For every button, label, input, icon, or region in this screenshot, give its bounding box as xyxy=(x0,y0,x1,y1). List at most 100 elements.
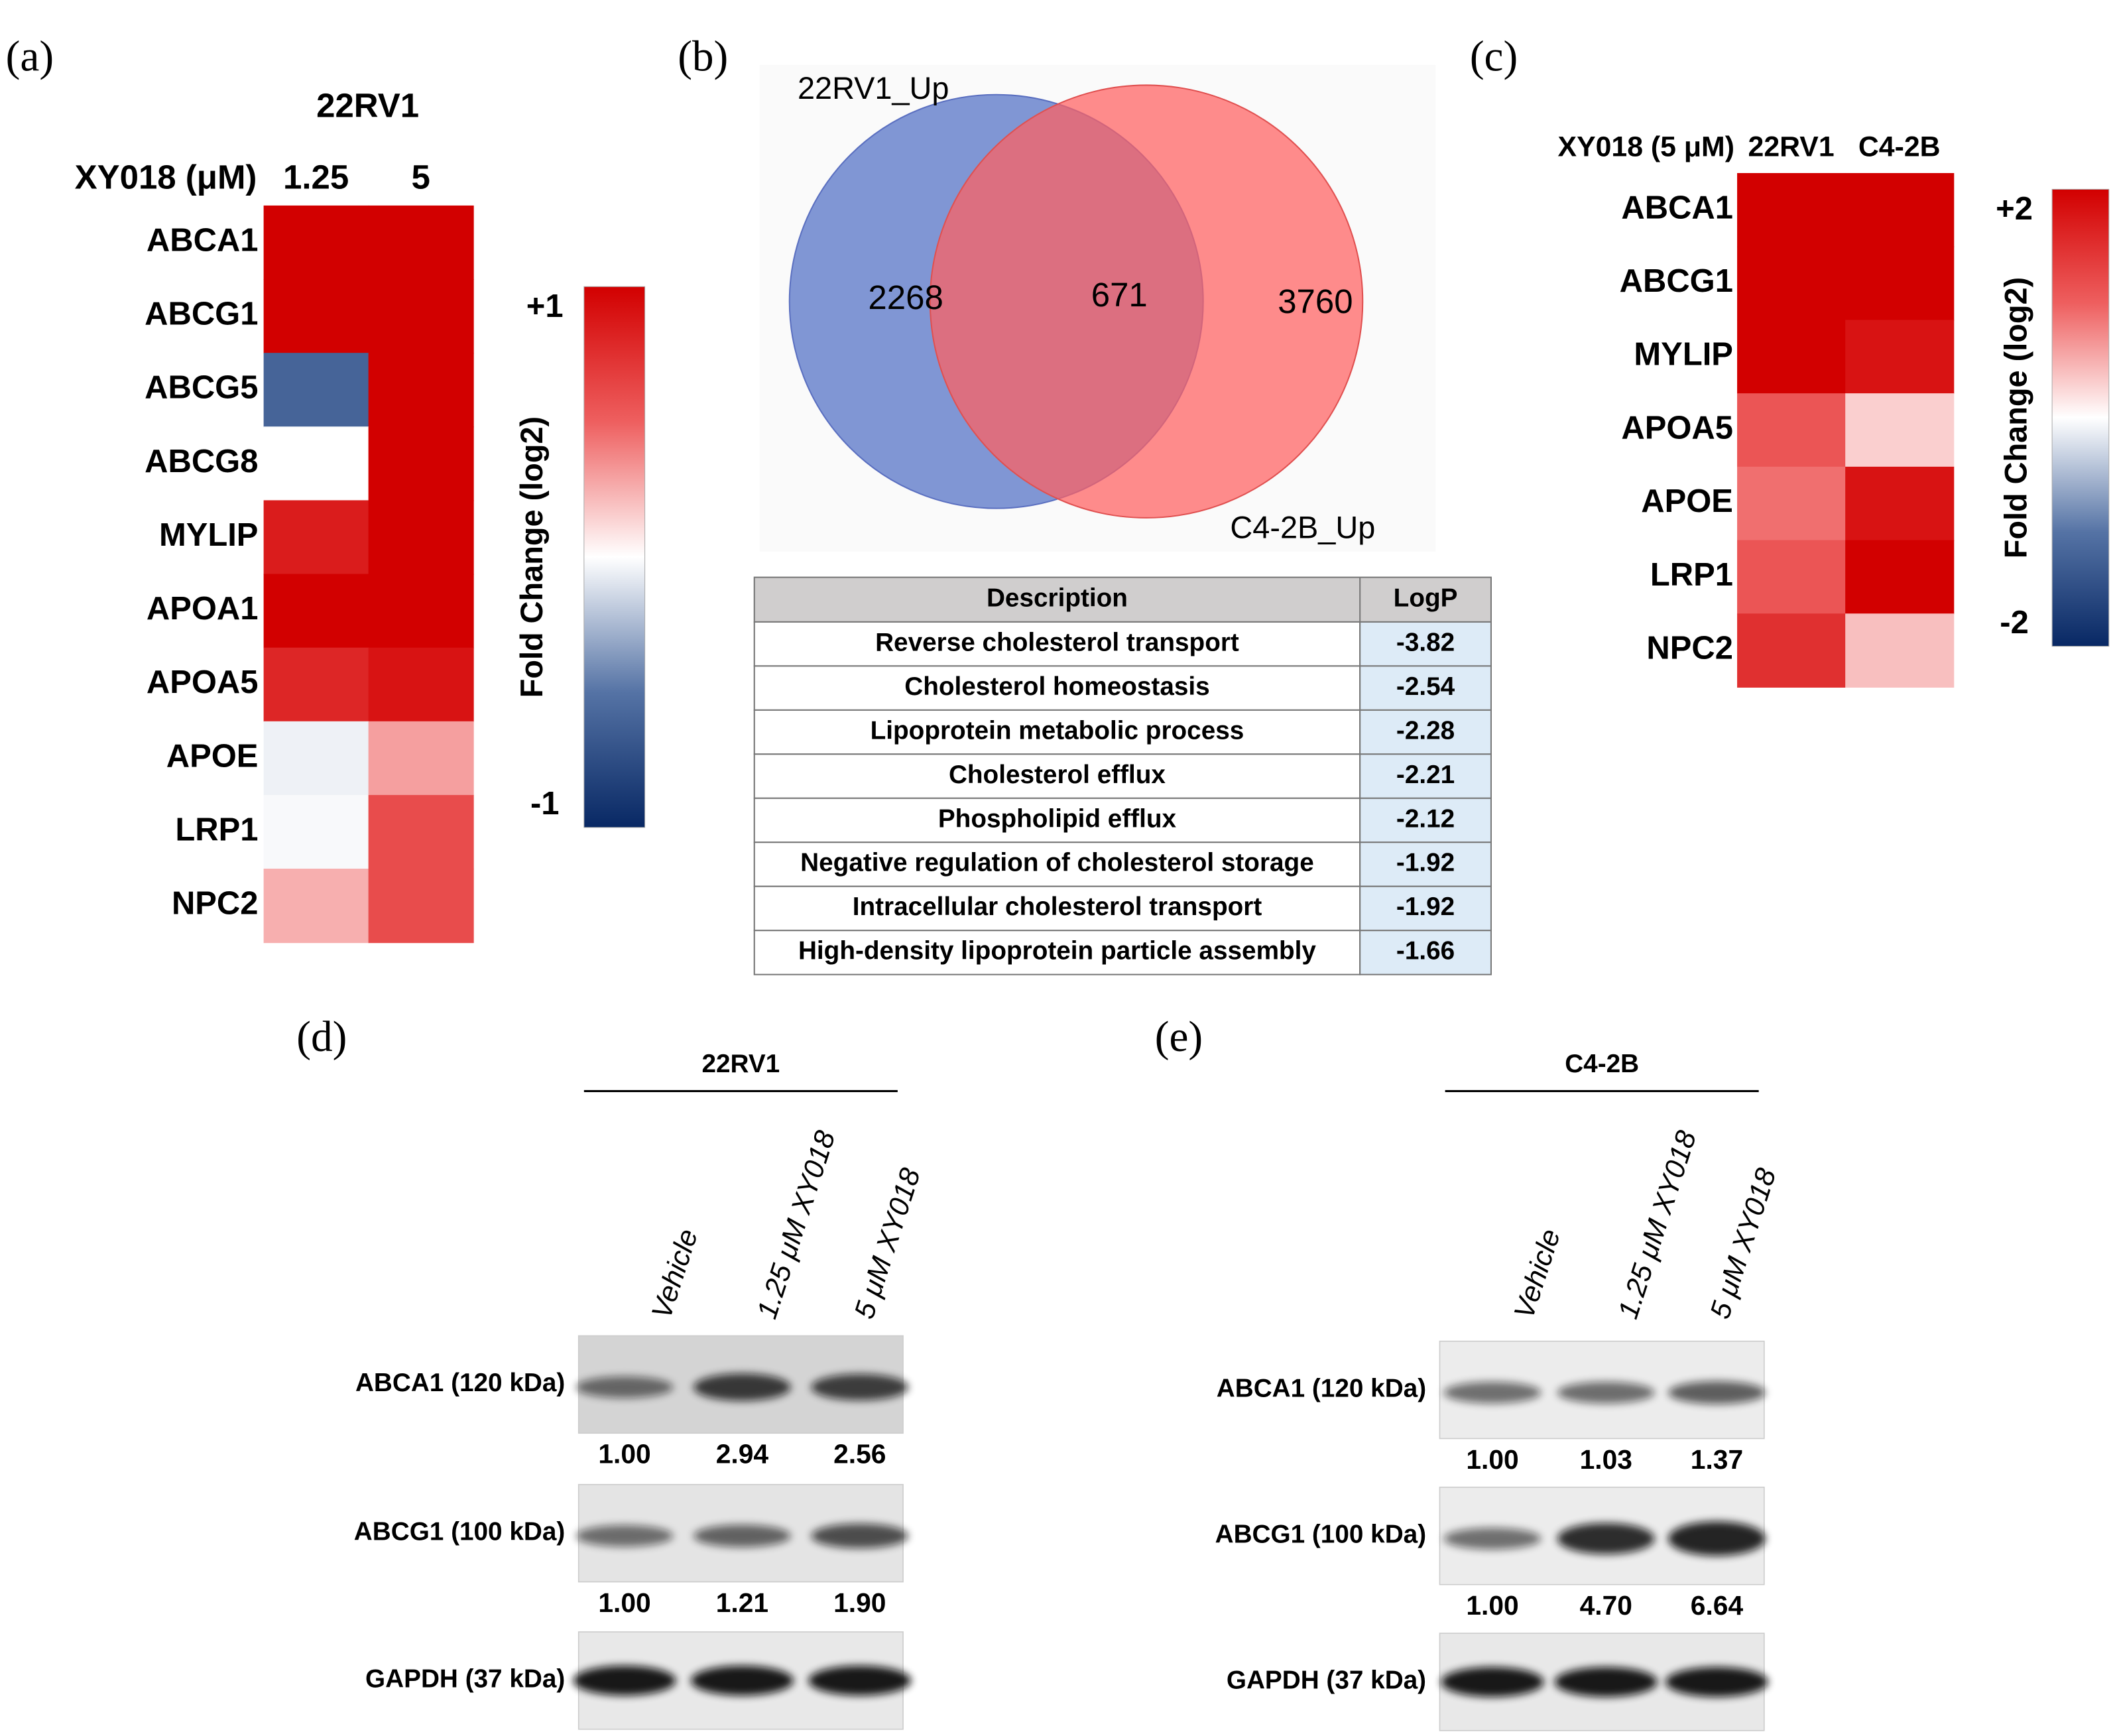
heatmap-cell xyxy=(263,205,369,280)
heatmap-cell xyxy=(368,721,474,796)
heatmap-cell xyxy=(1737,466,1846,541)
venn-set-label: C4-2B_Up xyxy=(1230,511,1375,545)
heatmap-cell xyxy=(368,574,474,649)
heatmap-cell xyxy=(368,869,474,944)
gene-label: MYLIP xyxy=(159,517,259,553)
panel-label: (b) xyxy=(678,33,728,81)
gene-label: APOA5 xyxy=(1621,410,1733,446)
band xyxy=(1668,1381,1766,1404)
quant-label: 1.37 xyxy=(1691,1444,1743,1475)
lane-label: 5 μM XY018 xyxy=(1704,1164,1782,1323)
colorbar-tick-label: -1 xyxy=(530,786,559,822)
band xyxy=(1443,1528,1542,1550)
heatmap-cell xyxy=(263,794,369,870)
blot-label: ABCG1 (100 kDa) xyxy=(354,1517,565,1546)
table-cell xyxy=(753,797,1361,843)
table-text: High-density lipoprotein particle assemb… xyxy=(798,937,1316,965)
band xyxy=(1668,1521,1766,1556)
colorbar-tick-label: +2 xyxy=(1996,191,2033,227)
venn-count: 3760 xyxy=(1278,282,1353,320)
table-header-cell: LogP xyxy=(1394,584,1458,613)
gene-label: APOE xyxy=(166,738,259,774)
band xyxy=(1554,1667,1658,1697)
band xyxy=(1557,1381,1655,1404)
band xyxy=(1557,1522,1655,1554)
quant-label: 1.00 xyxy=(1466,1444,1518,1475)
table-value: -1.92 xyxy=(1396,849,1455,877)
colorbar xyxy=(2051,188,2110,647)
table-cell xyxy=(753,841,1361,887)
venn-circle xyxy=(929,84,1364,519)
table-value: -2.28 xyxy=(1396,716,1455,745)
band xyxy=(1443,1381,1542,1404)
table-value: -1.92 xyxy=(1396,893,1455,921)
lane-label: 5 μM XY018 xyxy=(849,1164,927,1323)
table-cell xyxy=(1359,885,1492,932)
table-value: -3.82 xyxy=(1396,628,1455,656)
colorbar-tick-label: -2 xyxy=(2000,605,2029,641)
panel-label: (e) xyxy=(1155,1013,1203,1061)
table-text: Negative regulation of cholesterol stora… xyxy=(800,849,1314,877)
band xyxy=(1665,1667,1768,1697)
column-label: 22RV1 xyxy=(1748,131,1835,163)
gene-label: LRP1 xyxy=(1650,557,1733,593)
panel-label: (d) xyxy=(296,1013,347,1061)
quant-label: 6.64 xyxy=(1691,1590,1744,1621)
table-value: -1.66 xyxy=(1396,937,1455,965)
heatmap-cell xyxy=(1737,172,1846,247)
heatmap-cell xyxy=(263,500,369,575)
table-value: -2.21 xyxy=(1396,761,1455,789)
gene-label: LRP1 xyxy=(175,812,258,847)
venn-count: 2268 xyxy=(868,279,943,316)
heatmap-cell xyxy=(263,353,369,428)
table-cell xyxy=(753,930,1361,975)
heatmap-cell xyxy=(368,426,474,501)
heatmap-cell xyxy=(1737,320,1846,395)
gene-label: APOE xyxy=(1641,483,1733,519)
lane-label: Vehicle xyxy=(1508,1225,1567,1323)
table-cell xyxy=(1359,709,1492,755)
table-value: -2.12 xyxy=(1396,804,1455,833)
heatmap-cell xyxy=(368,353,474,428)
venn-count: 671 xyxy=(1091,276,1148,314)
table-cell xyxy=(1359,841,1492,887)
heatmap-cell xyxy=(263,279,369,354)
band xyxy=(693,1524,791,1548)
band xyxy=(690,1665,794,1696)
lane-label: 1.25 μM XY018 xyxy=(1612,1127,1703,1322)
heatmap-cell xyxy=(1845,540,1955,615)
heatmap-cell xyxy=(1737,246,1846,321)
band xyxy=(1441,1667,1544,1697)
column-label: C4-2B xyxy=(1858,131,1941,163)
heatmap-cell xyxy=(1845,246,1955,321)
cell-line-label: 22RV1 xyxy=(702,1050,780,1078)
table-text: Intracellular cholesterol transport xyxy=(853,893,1262,921)
lane-label: Vehicle xyxy=(646,1225,705,1323)
row-header: XY018 (μM) xyxy=(75,158,257,196)
gene-label: ABCG1 xyxy=(1620,263,1733,299)
table-text: Reverse cholesterol transport xyxy=(875,628,1239,656)
heatmap-cell xyxy=(368,794,474,870)
gene-label: APOA1 xyxy=(147,591,259,627)
gene-label: ABCG8 xyxy=(145,444,258,479)
heatmap-cell xyxy=(263,426,369,501)
column-label: 1.25 xyxy=(283,158,349,196)
quant-label: 1.90 xyxy=(833,1587,886,1618)
band xyxy=(808,1665,912,1696)
gene-label: MYLIP xyxy=(1634,337,1733,373)
quant-label: 2.56 xyxy=(833,1439,886,1469)
heatmap-cell xyxy=(1845,613,1955,688)
heatmap-cell xyxy=(368,205,474,280)
colorbar-label: Fold Change (log2) xyxy=(1999,277,2033,558)
heatmap-cell xyxy=(1845,393,1955,467)
blot-label: GAPDH (37 kDa) xyxy=(365,1665,565,1694)
quant-label: 2.94 xyxy=(716,1439,769,1469)
table-cell xyxy=(753,885,1361,932)
band xyxy=(573,1665,676,1696)
heatmap-cell xyxy=(263,574,369,649)
table-cell xyxy=(753,665,1361,711)
gene-label: NPC2 xyxy=(172,886,259,922)
table-cell xyxy=(753,753,1361,799)
